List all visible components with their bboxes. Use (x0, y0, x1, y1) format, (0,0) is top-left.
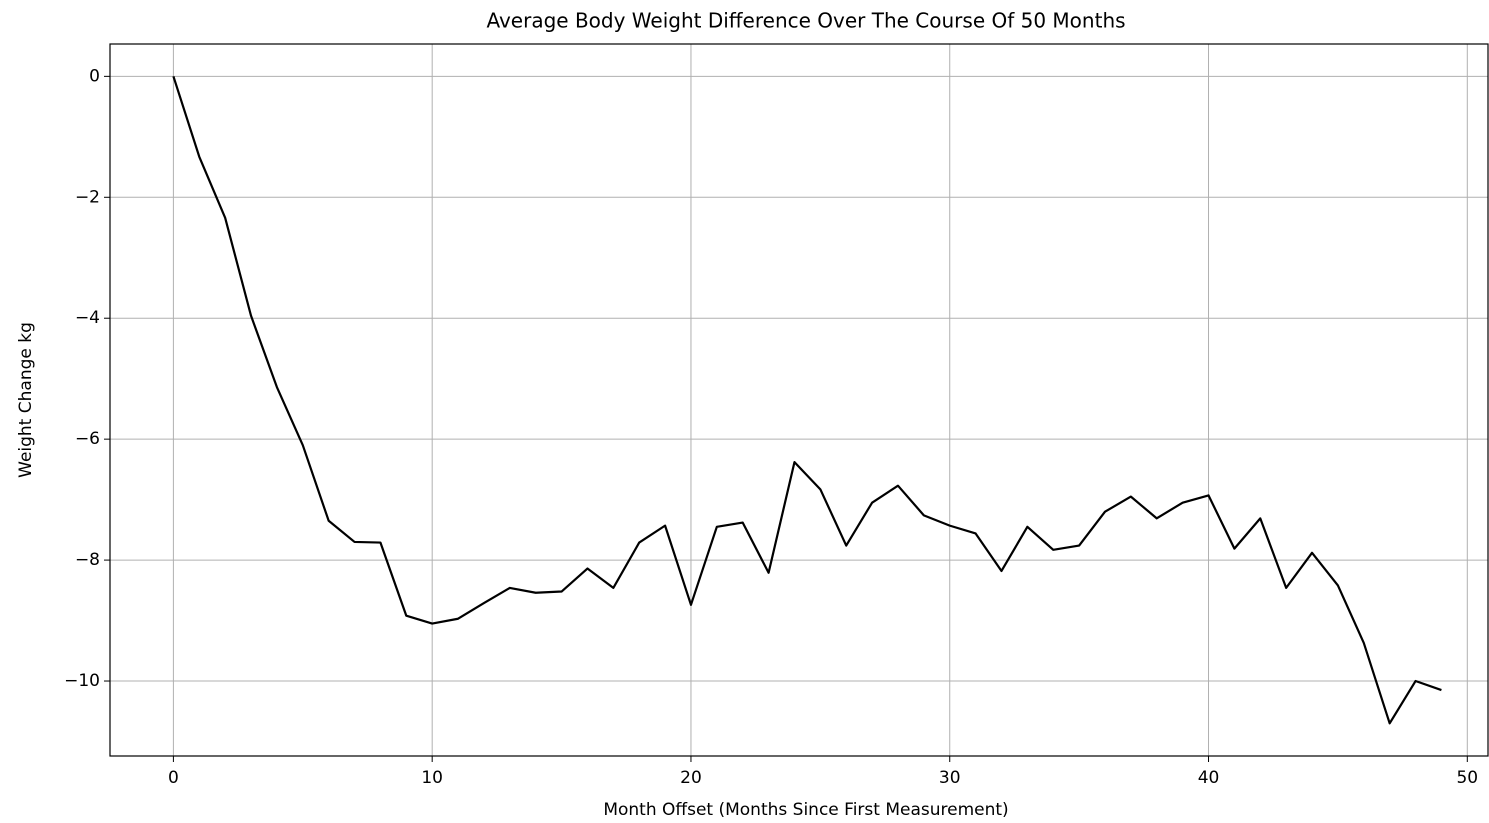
x-tick-label: 0 (168, 768, 179, 788)
y-tick-label: −8 (75, 550, 100, 570)
y-tick-label: −10 (64, 671, 100, 691)
x-tick-label: 50 (1456, 768, 1478, 788)
line (172, 76, 1442, 725)
x-tick-label: 10 (421, 768, 443, 788)
y-axis-label: Weight Change kg (16, 322, 36, 478)
y-tick-label: 0 (89, 66, 100, 86)
y-tick-label: −6 (75, 429, 100, 449)
x-axis-label: Month Offset (Months Since First Measure… (603, 800, 1008, 820)
x-tick-label: 30 (939, 768, 961, 788)
y-tick-label: −2 (75, 187, 100, 207)
chart-title: Average Body Weight Difference Over The … (486, 9, 1125, 33)
x-tick-label: 20 (680, 768, 702, 788)
plot-frame (109, 43, 1489, 757)
y-tick-label: −4 (75, 308, 100, 328)
x-tick-label: 40 (1198, 768, 1220, 788)
